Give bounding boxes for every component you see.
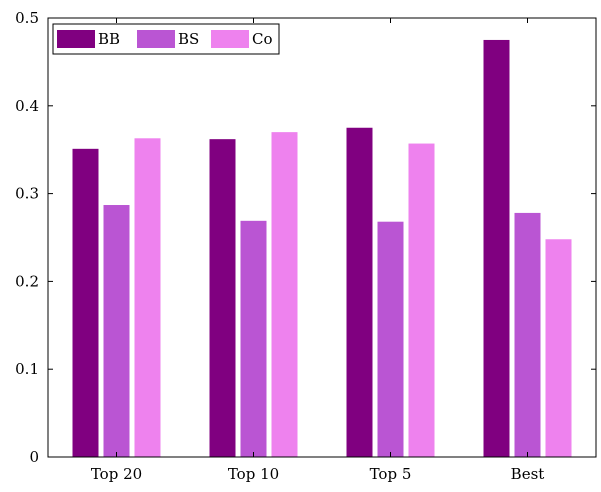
bar-co-top-20 <box>134 138 161 457</box>
y-tick-label: 0 <box>29 448 39 466</box>
x-tick-label: Top 20 <box>91 465 142 483</box>
bar-bb-best <box>483 39 510 457</box>
bar-bb-top-5 <box>346 127 373 457</box>
x-tick-label: Top 10 <box>228 465 279 483</box>
legend-swatch-co <box>211 30 249 48</box>
y-tick-label: 0.5 <box>15 9 39 27</box>
bar-bs-top-10 <box>240 220 267 457</box>
bar-co-best <box>545 239 572 457</box>
legend-swatch-bb <box>57 30 95 48</box>
y-tick-label: 0.3 <box>15 185 39 203</box>
bar-bs-best <box>514 212 541 457</box>
plot-frame <box>47 17 597 458</box>
x-tick-label: Top 5 <box>370 465 412 483</box>
legend-label-co: Co <box>252 30 273 48</box>
legend-swatch-bs <box>137 30 175 48</box>
bar-bs-top-20 <box>103 205 130 457</box>
bar-bb-top-10 <box>209 139 236 457</box>
bar-co-top-10 <box>271 132 298 457</box>
legend: BB BS Co <box>52 23 280 55</box>
bar-bs-top-5 <box>377 221 404 457</box>
legend-label-bb: BB <box>98 30 120 48</box>
bar-co-top-5 <box>408 143 435 457</box>
y-tick-label: 0.1 <box>15 360 39 378</box>
x-tick-label: Best <box>511 465 545 483</box>
bar-bb-top-20 <box>72 148 99 457</box>
y-tick-label: 0.2 <box>15 272 39 290</box>
ticks-layer: Top 20 Top 10 Top 5 Best 0 0.1 0.2 0.3 0.4 0.5 <box>15 9 596 483</box>
y-tick-label: 0.4 <box>15 97 39 115</box>
bars-layer <box>72 39 572 457</box>
legend-label-bs: BS <box>178 30 199 48</box>
